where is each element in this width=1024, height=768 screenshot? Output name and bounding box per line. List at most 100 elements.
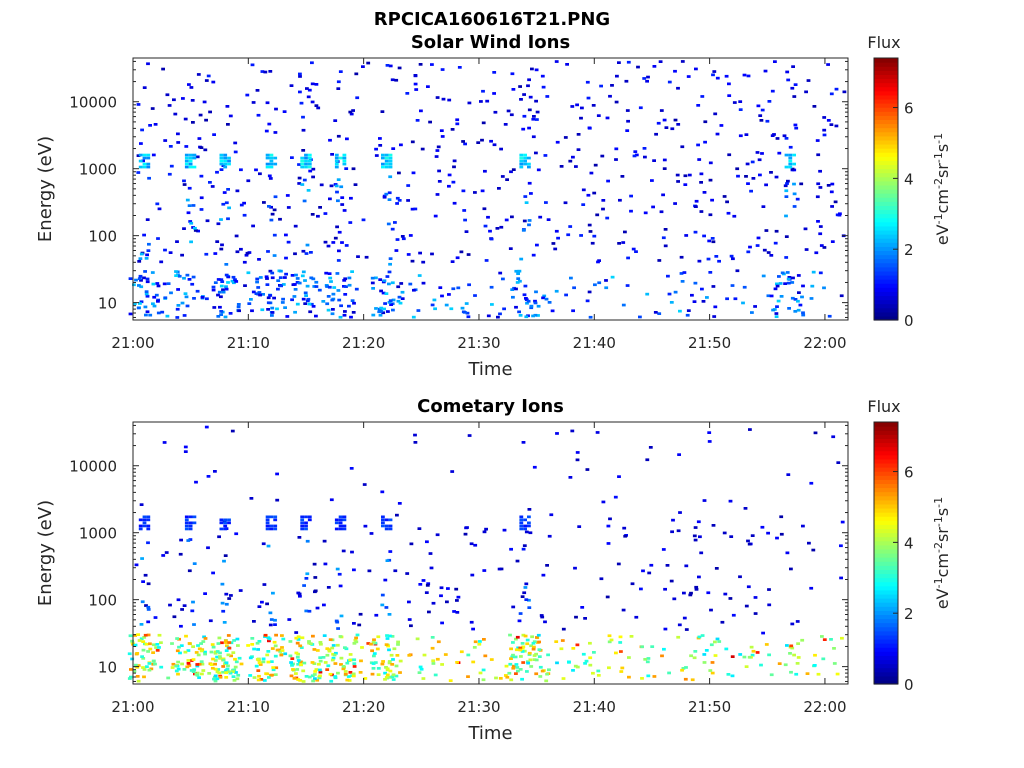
spectrogram-cell bbox=[519, 162, 524, 166]
figure-title: RPCICA160616T21.PNG bbox=[374, 9, 610, 30]
spectrogram-cell bbox=[146, 518, 151, 522]
spectrogram-cell bbox=[425, 584, 430, 587]
spectrogram-cell bbox=[185, 304, 190, 308]
spectrogram-cell bbox=[527, 126, 531, 130]
spectrogram-cell bbox=[369, 642, 373, 646]
spectrogram-cell bbox=[708, 669, 713, 672]
spectrogram-cell bbox=[499, 225, 504, 229]
spectrogram-cell bbox=[193, 226, 197, 230]
colorbar-segment bbox=[874, 66, 898, 71]
spectrogram-cell bbox=[210, 643, 215, 646]
spectrogram-cell bbox=[766, 251, 771, 254]
colorbar-segment bbox=[874, 148, 898, 153]
colorbar-segment bbox=[874, 250, 898, 256]
spectrogram-cell bbox=[511, 295, 515, 299]
spectrogram-cell bbox=[231, 675, 236, 678]
spectrogram-cell bbox=[191, 670, 196, 673]
spectrogram-cell bbox=[139, 142, 143, 145]
colorbar-segment bbox=[874, 156, 898, 161]
spectrogram-cell bbox=[463, 218, 467, 222]
spectrogram-cell bbox=[519, 153, 524, 157]
spectrogram-cell bbox=[529, 192, 533, 195]
spectrogram-cell bbox=[689, 654, 693, 658]
spectrogram-cell bbox=[767, 100, 772, 103]
spectrogram-cell bbox=[822, 133, 827, 137]
spectrogram-cell bbox=[381, 156, 385, 160]
spectrogram-cell bbox=[151, 282, 156, 286]
spectrogram-cell bbox=[840, 636, 844, 640]
colorbar-segment bbox=[874, 70, 898, 75]
spectrogram-cell bbox=[549, 513, 554, 517]
spectrogram-cell bbox=[706, 257, 711, 261]
spectrogram-cell bbox=[221, 609, 226, 613]
spectrogram-cell bbox=[140, 557, 144, 560]
spectrogram-cell bbox=[376, 667, 381, 670]
spectrogram-cell bbox=[224, 641, 228, 644]
y-tick-label: 1000 bbox=[79, 525, 117, 543]
spectrogram-cell bbox=[455, 256, 460, 260]
spectrogram-cell bbox=[352, 642, 357, 645]
spectrogram-cell bbox=[142, 233, 146, 237]
spectrogram-cell bbox=[322, 539, 327, 543]
spectrogram-cell bbox=[139, 503, 144, 506]
spectrogram-cell bbox=[579, 116, 583, 120]
spectrogram-cell bbox=[783, 663, 788, 667]
spectrogram-cell bbox=[629, 194, 633, 198]
spectrogram-cell bbox=[439, 586, 444, 590]
spectrogram-cell bbox=[526, 299, 531, 303]
spectrogram-cell bbox=[378, 313, 383, 317]
spectrogram-cell bbox=[437, 180, 442, 183]
spectrogram-cell bbox=[350, 270, 354, 273]
y-tick-label: 10000 bbox=[69, 458, 117, 476]
colorbar-segment bbox=[874, 577, 898, 583]
spectrogram-cell bbox=[342, 156, 347, 160]
spectrogram-cell bbox=[699, 551, 704, 555]
spectrogram-cell bbox=[713, 305, 718, 309]
spectrogram-cell bbox=[311, 277, 316, 281]
spectrogram-cell bbox=[527, 181, 532, 185]
spectrogram-cell bbox=[145, 218, 150, 221]
colorbar-segment bbox=[874, 213, 898, 219]
spectrogram-cell bbox=[642, 147, 647, 150]
spectrogram-cell bbox=[224, 201, 229, 205]
spectrogram-cell bbox=[138, 257, 143, 260]
spectrogram-cell bbox=[794, 126, 799, 130]
spectrogram-cell bbox=[291, 662, 295, 666]
spectrogram-cell bbox=[652, 65, 657, 68]
spectrogram-cell bbox=[521, 127, 526, 131]
spectrogram-cell bbox=[280, 634, 284, 637]
spectrogram-cell bbox=[522, 649, 527, 653]
spectrogram-cell bbox=[166, 282, 171, 285]
spectrogram-cell bbox=[242, 213, 247, 217]
spectrogram-cell bbox=[421, 281, 426, 285]
colorbar-segment bbox=[874, 438, 898, 444]
spectrogram-cell bbox=[184, 518, 189, 522]
spectrogram-cell bbox=[816, 182, 821, 186]
spectrogram-cell bbox=[160, 310, 165, 314]
spectrogram-cell bbox=[608, 517, 612, 521]
spectrogram-cell bbox=[303, 291, 308, 295]
spectrogram-cell bbox=[372, 638, 376, 642]
spectrogram-cell bbox=[592, 191, 597, 195]
spectrogram-cell bbox=[774, 315, 779, 318]
spectrogram-cell bbox=[661, 193, 665, 197]
spectrogram-cell bbox=[372, 654, 376, 658]
spectrogram-cell bbox=[327, 649, 332, 653]
spectrogram-cell bbox=[299, 660, 304, 664]
spectrogram-cell bbox=[527, 606, 532, 609]
spectrogram-cell bbox=[829, 92, 834, 96]
spectrogram-cell bbox=[526, 661, 530, 665]
spectrogram-cell bbox=[220, 280, 225, 283]
spectrogram-cell bbox=[634, 250, 638, 253]
spectrogram-cell bbox=[199, 208, 204, 211]
spectrogram-cell bbox=[188, 515, 193, 519]
spectrogram-cell bbox=[230, 279, 235, 283]
spectrogram-cell bbox=[489, 237, 494, 241]
spectrogram-cell bbox=[554, 60, 559, 63]
spectrogram-cell bbox=[326, 295, 331, 298]
spectrogram-cell bbox=[266, 308, 270, 311]
spectrogram-cell bbox=[792, 192, 797, 196]
spectrogram-cell bbox=[751, 649, 756, 653]
spectrogram-cell bbox=[142, 165, 147, 169]
spectrogram-cell bbox=[730, 655, 735, 658]
